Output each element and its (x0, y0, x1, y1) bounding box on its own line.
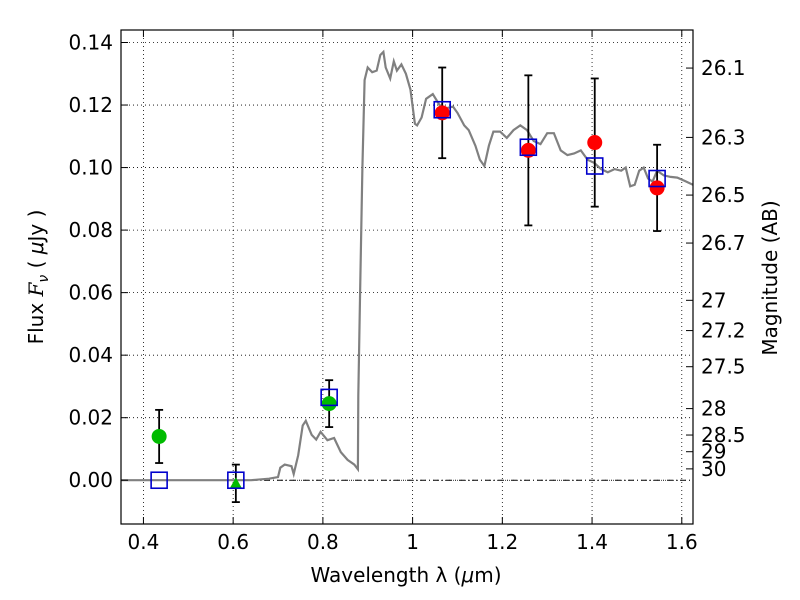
observed-flux-point (321, 396, 337, 412)
magnitude-tick-label: 27 (701, 288, 726, 312)
x-tick-label: 0.8 (307, 530, 339, 554)
grid (121, 30, 693, 524)
x-tick-label: 1.4 (576, 530, 608, 554)
magnitude-tick-label: 27.2 (701, 319, 746, 343)
plot-area (121, 49, 693, 504)
observed-upper-limit-marker (229, 477, 242, 489)
y-tick-label: 0.12 (68, 93, 113, 117)
plot-frame (120, 29, 694, 525)
y-tick-label: 0.06 (68, 281, 113, 305)
model-flux-square (648, 169, 666, 188)
magnitude-tick-label: 28.5 (701, 423, 746, 447)
model-flux-square (227, 471, 245, 490)
magnitude-axis-label: Magnitude (AB) (758, 200, 782, 355)
model-flux-square (320, 388, 338, 407)
x-tick-label: 1 (406, 530, 419, 554)
x-tick-label: 0.6 (217, 530, 249, 554)
y-axis-label: Flux Fν ( μJy ) (24, 210, 52, 345)
y-tick-label: 0.04 (68, 343, 113, 367)
magnitude-tick-label: 27.5 (701, 355, 746, 379)
magnitude-tick-label: 26.5 (701, 183, 746, 207)
model-flux-square (433, 100, 452, 119)
magnitude-tick-label: 26.1 (701, 56, 746, 80)
y-tick-label: 0.10 (68, 156, 113, 180)
observed-flux-point (520, 142, 536, 158)
observed-flux-point (151, 428, 167, 444)
model-flux-square (585, 157, 604, 175)
y-tick-label: 0.08 (68, 218, 113, 242)
magnitude-tick-label: 29 (701, 440, 726, 464)
y-tick-label: 0.02 (68, 406, 113, 430)
sed-model-curve (121, 49, 693, 482)
observed-flux-point (587, 135, 603, 151)
model-flux-square (150, 471, 168, 490)
y-tick-label: 0.14 (68, 31, 113, 55)
magnitude-tick-label: 26.7 (701, 231, 746, 255)
observed-flux-point (434, 105, 450, 121)
x-axis-label: Wavelength λ (μm) (310, 563, 501, 587)
x-tick-label: 1.2 (486, 530, 518, 554)
magnitude-tick-label: 28 (701, 397, 726, 421)
x-tick-label: 0.4 (128, 530, 160, 554)
magnitude-tick-label: 26.3 (701, 125, 746, 149)
x-tick-label: 1.6 (666, 530, 698, 554)
axis-ticks: 0.4 0.6 0.8 1 1.2 1.4 1.6 0.00 0.02 0.04 0.06 0.08 0… (68, 30, 746, 554)
y-tick-label: 0.00 (68, 468, 113, 492)
magnitude-tick-label: 30 (701, 457, 726, 481)
observed-flux-point (649, 180, 665, 196)
model-flux-square (519, 138, 538, 157)
